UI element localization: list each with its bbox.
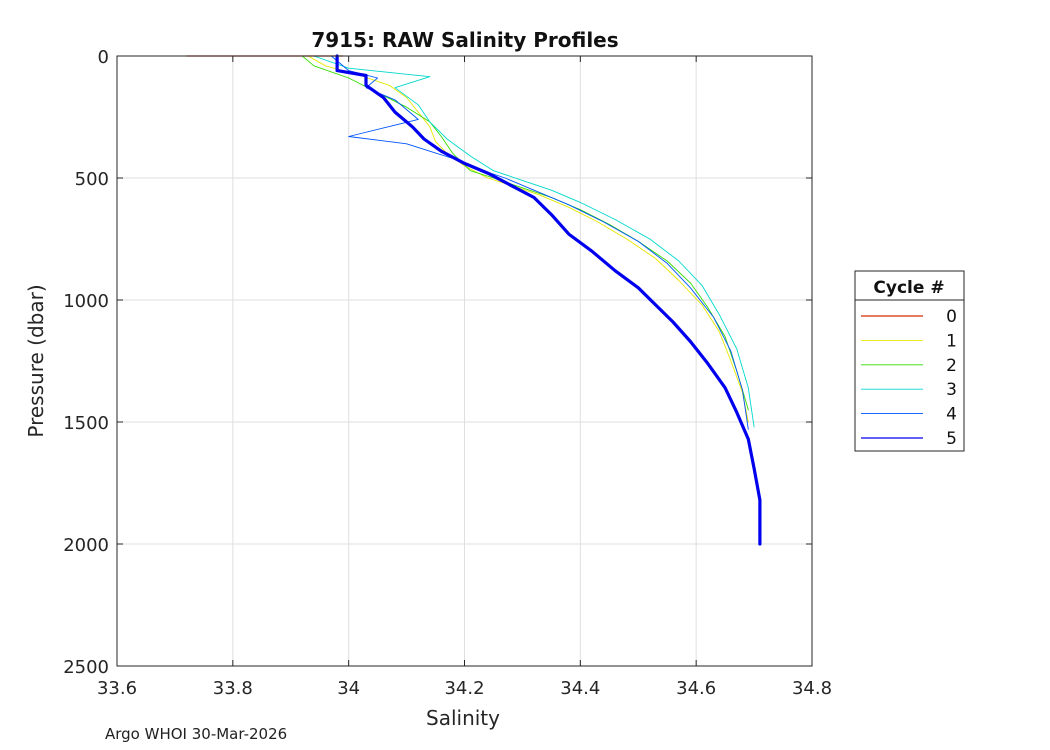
series-line-cycle-2 (301, 55, 749, 411)
series-line-cycle-5 (335, 54, 762, 546)
y-tick-label: 0 (98, 47, 109, 68)
legend-label-cycle-5: 5 (946, 429, 957, 449)
chart-title: 7915: RAW Salinity Profiles (311, 28, 618, 52)
legend-label-cycle-2: 2 (946, 356, 957, 376)
series-line-cycle-1 (307, 55, 749, 423)
footer-credit: Argo WHOI 30-Mar-2026 (105, 725, 288, 743)
y-tick-label: 2000 (63, 535, 109, 556)
legend: Cycle # 0 1 2 3 4 5 (854, 270, 965, 452)
legend-title: Cycle # (873, 278, 944, 298)
x-tick-label: 34.6 (676, 678, 716, 699)
x-tick-label: 34.8 (792, 678, 832, 699)
x-tick-label: 33.6 (97, 678, 137, 699)
y-tick-label: 500 (75, 169, 109, 190)
y-tick-label: 1500 (63, 413, 109, 434)
y-tick-label: 1000 (63, 291, 109, 312)
y-axis-label: Pressure (dbar) (24, 284, 48, 437)
axis-ticks: 33.6 33.8 34 34.2 34.4 34.6 34.8 0 500 1000 1500 20… (63, 47, 832, 699)
x-tick-label: 34 (337, 678, 360, 699)
legend-label-cycle-4: 4 (946, 405, 957, 425)
legend-label-cycle-0: 0 (946, 307, 957, 327)
y-tick-label: 2500 (63, 657, 109, 678)
x-tick-label: 34.2 (444, 678, 484, 699)
x-axis-label: Salinity (426, 706, 500, 730)
legend-box (854, 270, 965, 452)
legend-label-cycle-1: 1 (946, 331, 957, 351)
series-line-cycle-3 (313, 55, 755, 428)
legend-label-cycle-3: 3 (946, 380, 957, 400)
x-tick-label: 33.8 (213, 678, 253, 699)
x-tick-label: 34.4 (560, 678, 600, 699)
